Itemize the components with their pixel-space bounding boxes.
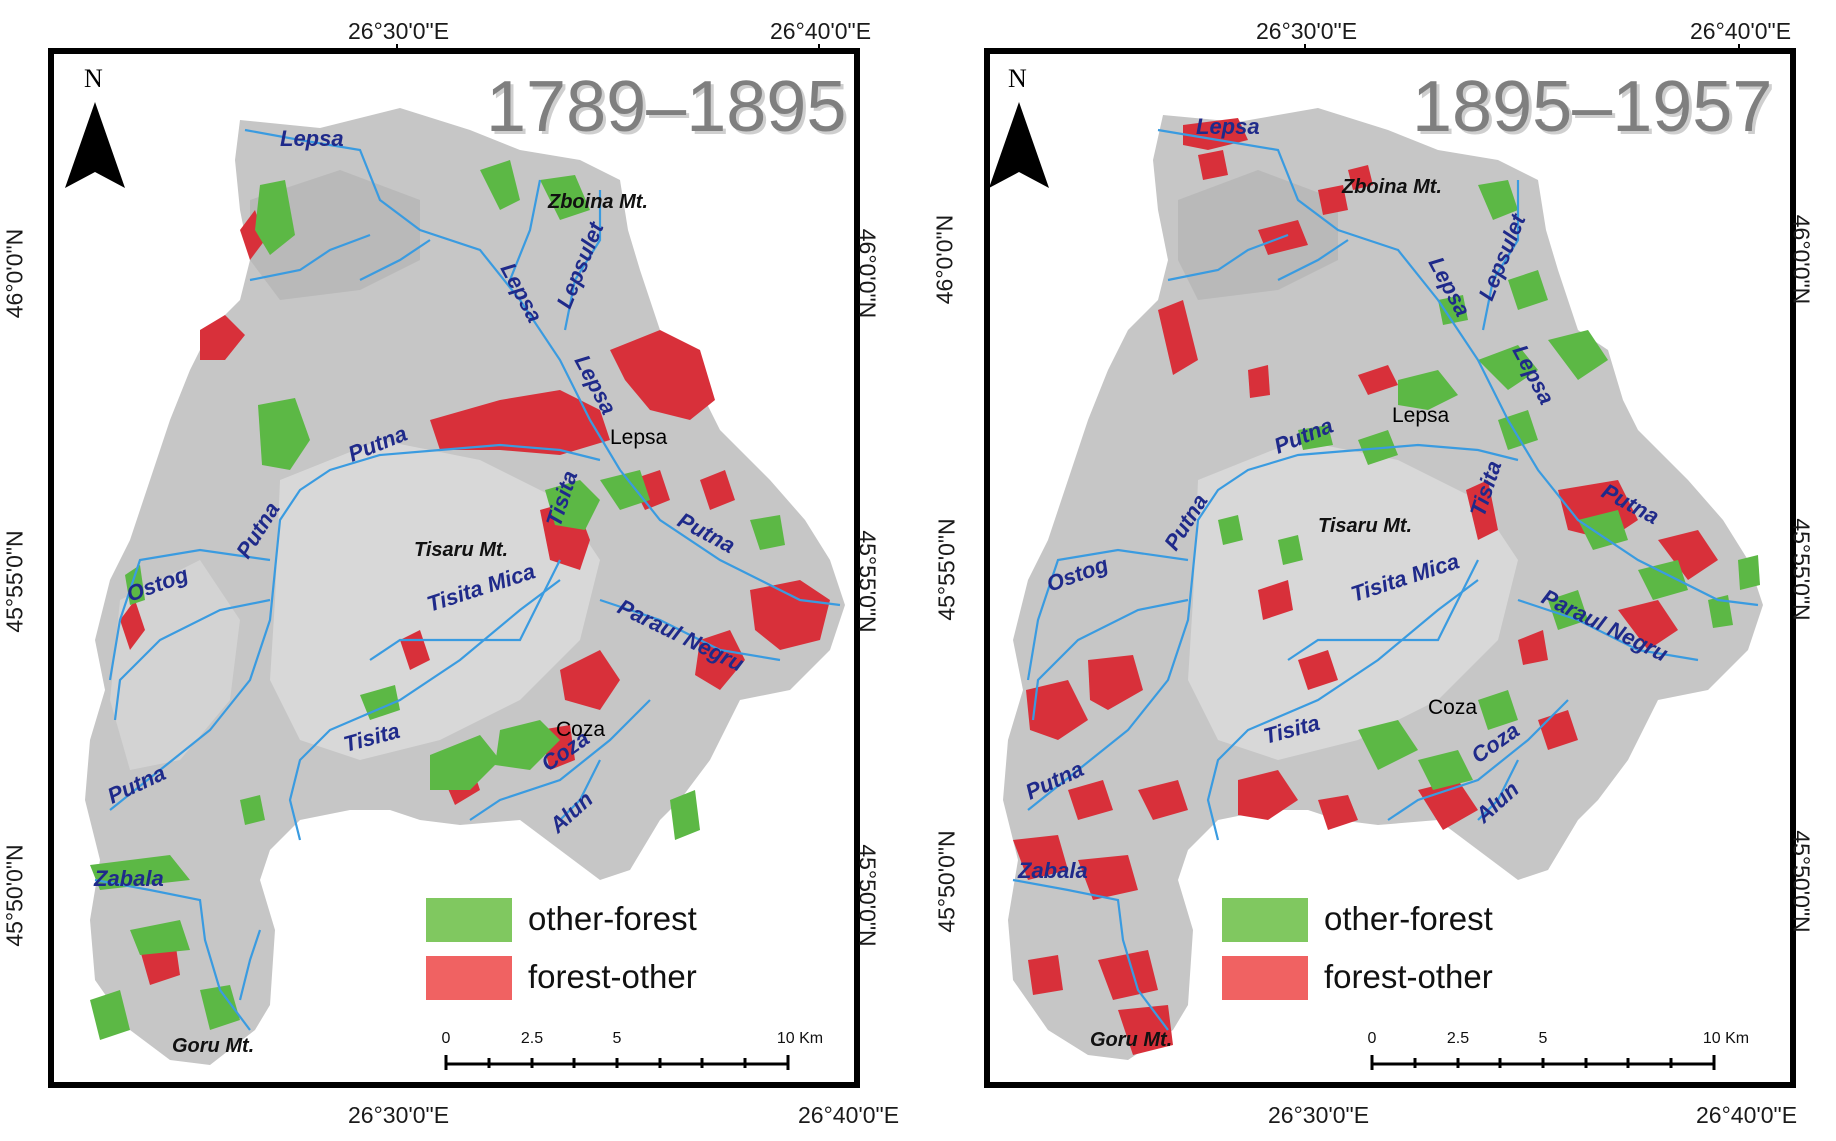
- legend-swatch-forest-other: [426, 956, 512, 1000]
- scale-bar: [1370, 1055, 1716, 1070]
- river-label-lepsa: Lepsa: [280, 126, 344, 151]
- place-label-zboina: Zboina Mt.: [547, 191, 648, 213]
- settlement-label-lepsa: Lepsa: [1392, 404, 1450, 427]
- terrain-shading: [1188, 440, 1518, 760]
- map-panel-1895-1957: 26°30'0"E 26°40'0"E: [918, 0, 1836, 1141]
- period-title: 1789–1895: [486, 67, 847, 147]
- terrain-shading: [110, 560, 240, 770]
- river-label-zabala: Zabala: [1017, 858, 1088, 883]
- scale-label: 0: [441, 1030, 451, 1047]
- top-coord-30: 26°30'0"E: [1256, 18, 1358, 44]
- bottom-coord-30: 26°30'0"E: [1268, 1102, 1370, 1128]
- forest-loss-patches: [1013, 118, 1718, 1055]
- bottom-coord-40: 26°40'0"E: [798, 1102, 900, 1128]
- legend-label-forest-other: forest-other: [1324, 958, 1493, 995]
- right-coord-45-55: 45°55'0"N: [1788, 518, 1815, 621]
- place-label-goru: Goru Mt.: [1090, 1029, 1172, 1051]
- river-network: [94, 128, 841, 1031]
- north-label: N: [1008, 64, 1027, 93]
- right-coord-45-50: 45°50'0"N: [1788, 830, 1815, 933]
- scale-bar: [444, 1055, 790, 1070]
- place-label-tisaru: Tisaru Mt.: [1318, 515, 1412, 537]
- settlement-label-coza: Coza: [556, 718, 605, 741]
- right-coord-45-50: 45°50'0"N: [854, 844, 881, 947]
- map-panel-1789-1895: 26°30'0"E 26°40'0"E: [1, 18, 900, 1128]
- terrain-shading: [270, 440, 600, 760]
- scale-label: 2.5: [520, 1030, 544, 1047]
- left-coord-46-00: 46°0'0"N: [1, 228, 28, 319]
- top-coord-40: 26°40'0"E: [1690, 18, 1792, 44]
- map-canvas: Lepsa Lepsa Lepsa Lepsulet Putna Putna P…: [989, 102, 1763, 1070]
- forest-gain-patches: [1218, 180, 1760, 790]
- right-coord-46-00: 46°0'0"N: [854, 228, 881, 319]
- place-label-zboina: Zboina Mt.: [1341, 176, 1442, 198]
- scale-label: 5: [612, 1030, 622, 1047]
- scale-label: 2.5: [1446, 1030, 1470, 1047]
- bottom-coord-30: 26°30'0"E: [348, 1102, 450, 1128]
- map-canvas: Lepsa Lepsa Lepsa Lepsulet Putna Putna P…: [65, 102, 845, 1070]
- left-coord-45-55: 45°55'0"N: [933, 518, 960, 621]
- scale-label: 10 Km: [1702, 1030, 1750, 1047]
- settlement-label-coza: Coza: [1428, 696, 1477, 719]
- settlement-label-lepsa: Lepsa: [610, 426, 668, 449]
- left-coord-46-00: 46°0'0"N: [931, 214, 958, 305]
- legend-label-other-forest: other-forest: [528, 900, 697, 937]
- river-label-lepsa: Lepsa: [1196, 114, 1260, 139]
- north-arrow-icon: [989, 102, 1049, 188]
- north-label: N: [84, 64, 103, 93]
- top-coord-40: 26°40'0"E: [770, 18, 872, 44]
- river-network: [1012, 128, 1759, 1031]
- scale-label: 0: [1367, 1030, 1377, 1047]
- right-coord-46-00: 46°0'0"N: [1788, 214, 1815, 305]
- legend-label-other-forest: other-forest: [1324, 900, 1493, 937]
- north-arrow-icon: [65, 102, 125, 188]
- right-coord-45-55: 45°55'0"N: [854, 530, 881, 633]
- left-coord-45-50: 45°50'0"N: [1, 844, 28, 947]
- left-coord-45-55: 45°55'0"N: [1, 530, 28, 633]
- scale-label: 5: [1538, 1030, 1548, 1047]
- terrain-shading: [250, 170, 420, 300]
- top-coord-30: 26°30'0"E: [348, 18, 450, 44]
- terrain-shading: [1178, 170, 1338, 300]
- legend-swatch-forest-other: [1222, 956, 1308, 1000]
- legend-swatch-other-forest: [1222, 898, 1308, 942]
- scale-label: 10 Km: [776, 1030, 824, 1047]
- river-label-zabala: Zabala: [93, 866, 164, 891]
- period-title: 1895–1957: [1412, 67, 1773, 147]
- legend-label-forest-other: forest-other: [528, 958, 697, 995]
- legend-swatch-other-forest: [426, 898, 512, 942]
- bottom-coord-40: 26°40'0"E: [1696, 1102, 1798, 1128]
- place-label-tisaru: Tisaru Mt.: [414, 539, 508, 561]
- forest-gain-patches: [90, 160, 785, 1040]
- left-coord-45-50: 45°50'0"N: [933, 830, 960, 933]
- place-label-goru: Goru Mt.: [172, 1035, 254, 1057]
